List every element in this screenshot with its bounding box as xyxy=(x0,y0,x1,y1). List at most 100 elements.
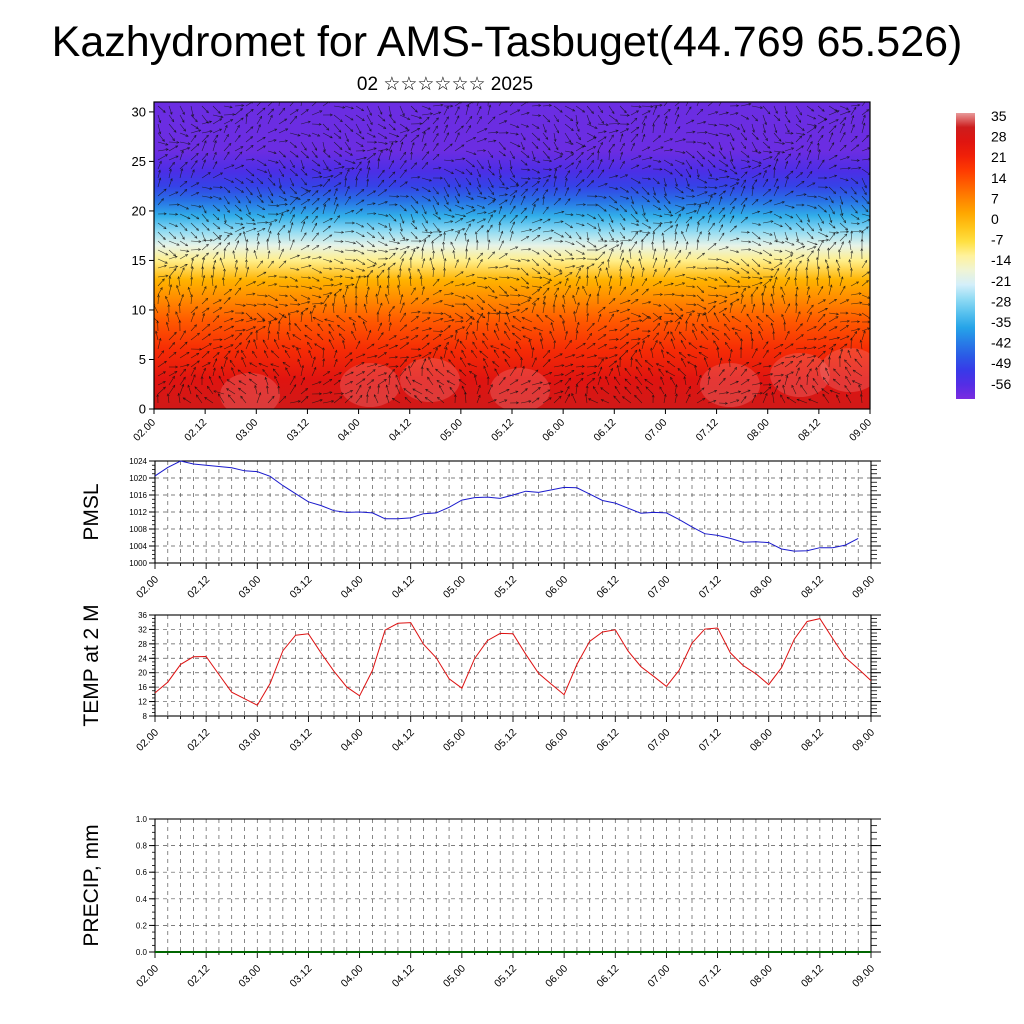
wind-vector-head xyxy=(264,349,267,354)
wind-vector xyxy=(725,342,731,350)
wind-vector xyxy=(696,177,707,184)
wind-vector-head xyxy=(539,218,543,222)
wind-vector-head xyxy=(285,128,289,132)
wind-vector-head xyxy=(701,156,705,160)
wind-vector xyxy=(155,331,159,341)
wind-vector-head xyxy=(407,117,411,120)
wind-vector xyxy=(531,177,541,179)
wind-vector-head xyxy=(859,393,863,397)
wind-vector-head xyxy=(303,147,307,151)
wind-vector xyxy=(762,220,774,224)
wind-vector-head xyxy=(784,111,788,115)
wind-vector xyxy=(355,208,363,215)
wind-vector-head xyxy=(794,293,798,297)
wind-vector-head xyxy=(414,226,418,230)
wind-vector xyxy=(476,150,486,152)
wind-vector-head xyxy=(169,284,173,288)
wind-vector xyxy=(619,333,629,341)
wind-vector-head xyxy=(677,321,680,325)
wind-vector xyxy=(256,271,267,278)
wind-vector-head xyxy=(526,281,530,285)
wind-vector-head xyxy=(624,209,627,213)
wind-vector xyxy=(454,177,461,188)
wind-vector xyxy=(740,362,749,368)
wind-vector-head xyxy=(770,220,774,224)
wind-vector-head xyxy=(570,363,574,367)
wind-vector xyxy=(597,183,608,188)
y-tick-label: 20 xyxy=(132,203,146,218)
wind-vector-head xyxy=(492,200,496,203)
wind-vector-head xyxy=(786,330,790,334)
wind-vector xyxy=(663,213,673,216)
wind-vector xyxy=(476,303,484,310)
wind-vector xyxy=(553,391,563,395)
wind-vector-head xyxy=(704,266,708,270)
wind-vector xyxy=(487,214,493,224)
wind-vector xyxy=(597,268,602,278)
wind-vector xyxy=(762,211,773,215)
wind-vector-head xyxy=(335,187,338,192)
wind-vector-head xyxy=(350,371,354,375)
wind-vector xyxy=(707,206,714,215)
wind-vector xyxy=(773,105,778,114)
wind-vector-head xyxy=(513,366,517,370)
wind-vector-head xyxy=(547,218,551,222)
wind-vector-head xyxy=(396,195,400,198)
wind-vector xyxy=(289,294,297,302)
wind-vector-head xyxy=(334,358,338,362)
wind-vector-head xyxy=(162,371,166,374)
colorbar-label: -42 xyxy=(991,335,1011,351)
wind-vector-head xyxy=(681,196,685,200)
wind-vector-head xyxy=(548,104,553,107)
wind-vector-head xyxy=(801,254,805,258)
colorbar-label: -35 xyxy=(991,314,1011,330)
wind-vector xyxy=(509,168,515,178)
wind-vector xyxy=(806,311,812,323)
wind-vector-head xyxy=(648,225,652,229)
wind-vector xyxy=(564,393,570,404)
wind-vector xyxy=(520,112,530,116)
wind-vector-head xyxy=(415,210,418,214)
wind-vector-head xyxy=(226,201,230,205)
wind-vector xyxy=(388,356,398,359)
wind-vector xyxy=(652,213,662,217)
wind-vector xyxy=(322,204,326,215)
wind-vector-head xyxy=(559,269,563,272)
wind-vector-head xyxy=(521,317,525,320)
wind-vector-head xyxy=(254,384,257,388)
wind-vector xyxy=(729,177,740,181)
wind-vector xyxy=(652,323,660,332)
wind-vector-head xyxy=(328,225,332,229)
wind-vector xyxy=(355,384,362,395)
wind-vector-head xyxy=(453,393,457,398)
wind-vector-head xyxy=(769,210,773,214)
wind-vector xyxy=(685,216,693,224)
wind-vector-head xyxy=(173,129,177,133)
wind-vector-head xyxy=(359,394,363,398)
y-tick-label: 1012 xyxy=(129,508,147,517)
wind-vector xyxy=(608,231,614,241)
wind-vector-head xyxy=(604,244,608,248)
wind-vector xyxy=(751,392,763,395)
wind-vector-head xyxy=(800,145,804,149)
wind-vector xyxy=(212,222,220,230)
wind-vector-head xyxy=(305,216,309,219)
wind-vector xyxy=(586,378,595,386)
wind-vector xyxy=(553,374,564,377)
wind-vector xyxy=(344,249,356,252)
wind-vector-head xyxy=(308,134,312,137)
wind-vector xyxy=(223,268,225,278)
wind-vector-head xyxy=(488,104,492,108)
wind-vector-head xyxy=(704,201,709,205)
wind-vector xyxy=(740,123,746,133)
wind-vector-head xyxy=(561,210,565,214)
wind-vector-head xyxy=(661,349,664,353)
wind-vector-head xyxy=(291,345,295,348)
wind-vector-head xyxy=(294,322,298,326)
wind-vector xyxy=(839,167,851,170)
y-tick-label: 1020 xyxy=(129,474,147,483)
wind-vector-head xyxy=(765,341,769,345)
wind-vector-head xyxy=(770,275,774,279)
wind-vector-head xyxy=(358,384,362,388)
wind-vector xyxy=(572,295,577,305)
